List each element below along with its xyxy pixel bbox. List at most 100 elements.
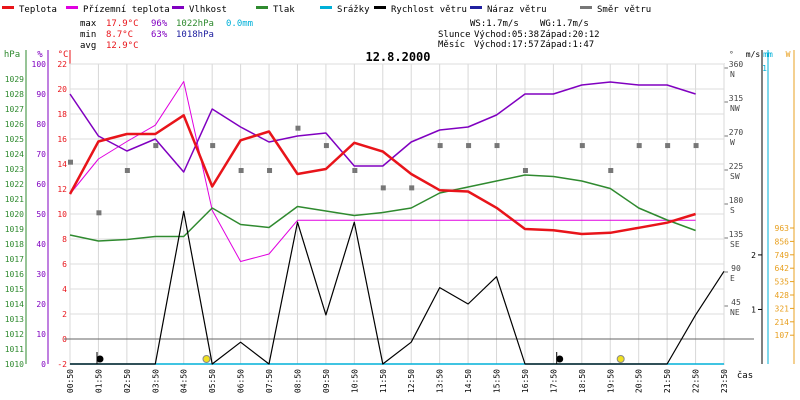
x-tick-label: 08:50 <box>293 369 302 393</box>
stats-max-temp: 17.9°C <box>106 19 139 29</box>
hpa-tick-label: 1025 <box>5 135 24 144</box>
pct-tick-label: 60 <box>36 180 46 189</box>
pct-unit: % <box>37 50 43 60</box>
temp-tick-label: 10 <box>57 210 67 219</box>
rain-tick-label: 1 <box>762 64 767 73</box>
legend-label: Teplota <box>19 5 57 15</box>
pct-tick-label: 0 <box>41 360 46 369</box>
hpa-tick-label: 1021 <box>5 195 24 204</box>
x-tick-label: 23:50 <box>720 369 729 393</box>
legend-swatch <box>580 6 592 9</box>
legend-label: Přízemní teplota <box>83 5 170 15</box>
temp-tick-label: 14 <box>57 160 67 169</box>
legend-label: Tlak <box>273 5 295 15</box>
series-line <box>69 81 696 173</box>
x-tick-label: 20:50 <box>635 369 644 393</box>
wind-dir-point <box>665 143 671 149</box>
rad-tick-label: 642 <box>775 264 790 273</box>
stats-min-hum: 63% <box>151 30 168 40</box>
dir-unit: ° <box>729 50 734 59</box>
wind-dir-point <box>522 168 528 173</box>
dir-tick-name: NE <box>730 308 740 317</box>
wind-dir-point <box>466 143 472 149</box>
rad-tick-label: 214 <box>775 318 790 327</box>
rad-tick-label: 749 <box>775 251 790 260</box>
dir-tick-deg: 135 <box>729 230 744 239</box>
stats-min-label: min <box>80 30 96 40</box>
hpa-tick-label: 1023 <box>5 165 24 174</box>
rain-unit: mm <box>763 50 773 59</box>
x-tick-label: 13:50 <box>436 369 445 393</box>
rad-tick-label: 856 <box>775 237 790 246</box>
wind-tick-label: 2 <box>751 251 756 260</box>
hpa-tick-label: 1019 <box>5 225 24 234</box>
info-sun-label: Slunce <box>438 30 471 40</box>
wind-dir-point <box>494 143 500 149</box>
temp-tick-label: -2 <box>57 360 67 369</box>
dir-tick-deg: 270 <box>729 128 744 137</box>
grid <box>64 63 754 365</box>
dir-tick-deg: 90 <box>731 264 741 273</box>
rad-tick-label: 535 <box>775 278 790 287</box>
hpa-tick-label: 1015 <box>5 285 24 294</box>
x-tick-label: 10:50 <box>350 369 359 393</box>
temp-tick-label: 4 <box>62 285 67 294</box>
legend-swatch <box>172 6 184 9</box>
pct-tick-label: 20 <box>36 300 46 309</box>
x-tick-label: 19:50 <box>606 369 615 393</box>
legend-label: Rychlost větru <box>391 5 467 15</box>
series-line <box>69 174 696 242</box>
dir-tick-name: W <box>730 138 735 147</box>
pct-tick-label: 10 <box>36 330 46 339</box>
temp-tick-label: 22 <box>57 60 67 69</box>
x-tick-label: 17:50 <box>549 369 558 393</box>
wind-dir-point <box>68 159 73 165</box>
wind-dir-point <box>380 185 386 191</box>
hpa-tick-label: 1011 <box>5 345 24 354</box>
x-tick-label: 16:50 <box>521 369 530 393</box>
info-moon-set: Západ:1:47 <box>540 40 594 50</box>
wind-dir-point <box>295 125 301 131</box>
dir-tick-name: NW <box>730 104 740 113</box>
x-tick-label: 02:50 <box>123 369 132 393</box>
x-tick-label: 12:50 <box>407 369 416 393</box>
dir-tick-deg: 225 <box>729 162 744 171</box>
temp-tick-label: 18 <box>57 110 67 119</box>
x-tick-label: 01:50 <box>94 369 103 393</box>
info-wg: WG:1.7m/s <box>540 19 589 29</box>
series-line <box>68 114 696 236</box>
pct-tick-label: 30 <box>36 270 46 279</box>
hpa-tick-label: 1022 <box>5 180 24 189</box>
hpa-tick-label: 1020 <box>5 210 24 219</box>
info-moon-label: Měsíc <box>438 40 465 50</box>
hpa-tick-label: 1014 <box>5 300 24 309</box>
x-axis-label: čas <box>737 370 753 381</box>
stats-avg-label: avg <box>80 41 96 51</box>
hpa-tick-label: 1012 <box>5 330 24 339</box>
wind-dir-point <box>124 168 130 173</box>
rad-tick-label: 321 <box>775 304 790 313</box>
legend-swatch <box>320 6 332 9</box>
legend-label: Směr větru <box>597 5 651 15</box>
x-tick-label: 11:50 <box>379 369 388 393</box>
temp-tick-label: 20 <box>57 85 67 94</box>
wind-dir-point <box>267 168 273 173</box>
dir-tick-name: S <box>730 206 735 215</box>
x-tick-label: 00:50 <box>66 369 75 393</box>
x-tick-label: 05:50 <box>208 369 217 393</box>
x-tick-label: 04:50 <box>180 369 189 393</box>
stats-max-rain: 0.0mm <box>226 19 253 29</box>
legend: Teplota Přízemní teplota Vlhkost Tlak Srážky… <box>2 5 651 15</box>
temp-tick-label: 8 <box>62 235 67 244</box>
x-tick-label: 21:50 <box>663 369 672 393</box>
series-line <box>70 210 725 365</box>
temp-tick-label: 16 <box>57 135 67 144</box>
info-sun-set: Západ:20:12 <box>540 30 600 40</box>
wind-dir-point <box>437 143 443 149</box>
stats-max-label: max <box>80 19 97 29</box>
pct-tick-label: 50 <box>36 210 46 219</box>
stats-min-press: 1018hPa <box>176 30 214 40</box>
temp-tick-label: 2 <box>62 310 67 319</box>
